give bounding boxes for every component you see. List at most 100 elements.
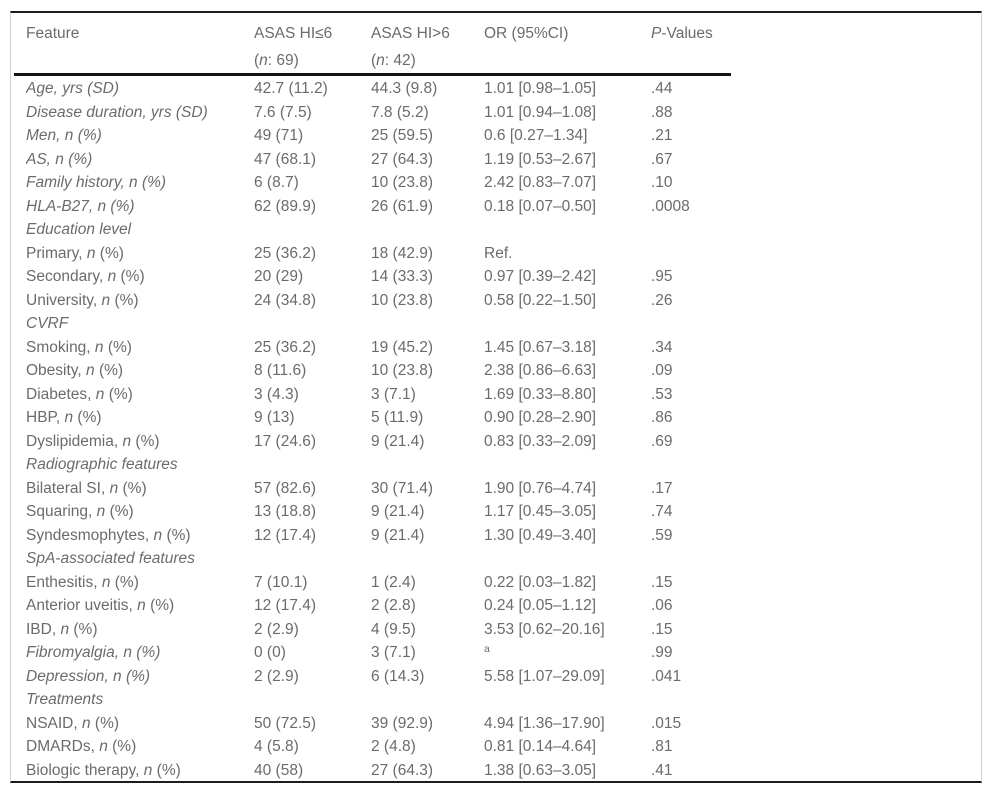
pvalue-cell: .74	[651, 503, 673, 520]
value-cell-group1: 62 (89.9)	[254, 197, 317, 215]
label-segment: n	[137, 597, 146, 614]
table-row: Anterior uveitis, n (%) 12 (17.4) 2 (2.8) 0…	[11, 594, 981, 618]
label-segment: (%)	[145, 597, 175, 614]
value-cell-group1: 13 (18.8)	[254, 503, 317, 520]
pvalue-cell: .34	[651, 338, 673, 356]
table-row: HLA-B27, n (%) 62 (89.9) 26 (61.9) 0.18 [0.…	[11, 195, 981, 219]
footnote-marker: a	[484, 643, 490, 655]
label-segment: (%)	[162, 526, 191, 544]
label-segment: ASAS HI>6	[371, 25, 450, 42]
pvalue-cell	[651, 547, 981, 571]
pvalue-cell: .86	[651, 409, 673, 426]
value-cell-group1	[254, 547, 371, 571]
or-cell	[484, 688, 651, 712]
value-cell-group2: 9 (21.4)	[371, 526, 425, 544]
feature-cell: Depression, n (%)	[26, 665, 254, 689]
table-row: Squaring, n (%) 13 (18.8) 9 (21.4) 1.17 [0.…	[11, 500, 981, 524]
value-cell-group1	[254, 218, 371, 242]
feature-cell: Education level	[26, 218, 254, 242]
feature-cell: HBP, n (%)	[26, 406, 254, 430]
pvalue-cell: .59	[651, 526, 673, 544]
value-cell-group1: 25 (36.2)	[254, 244, 317, 262]
or-cell: 0.97 [0.39–2.42]	[484, 268, 597, 285]
value-cell-group2: 6 (14.3)	[371, 667, 425, 685]
label-segment: Smoking,	[26, 338, 95, 356]
value-cell-group2: 27 (64.3)	[371, 150, 434, 168]
or-cell: 4.94 [1.36–17.90]	[484, 714, 605, 732]
label-segment: (%)	[116, 268, 145, 285]
value-cell-group1: 25 (36.2)	[254, 338, 317, 356]
label-segment: NSAID,	[26, 714, 82, 732]
or-cell: 3.53 [0.62–20.16]	[484, 620, 605, 638]
or-cell: 1.69 [0.33–8.80]	[484, 385, 597, 403]
feature-cell: University, n (%)	[26, 289, 254, 313]
label-segment: Age, yrs (SD)	[26, 80, 120, 97]
pvalue-cell: .10	[651, 174, 673, 191]
or-cell	[484, 218, 651, 242]
feature-cell: HLA-B27, n (%)	[26, 195, 254, 219]
label-segment: Anterior uveitis,	[26, 597, 138, 614]
pvalue-cell: .44	[651, 80, 673, 97]
table-row: Depression, n (%) 2 (2.9) 6 (14.3) 5.58 [1.…	[11, 665, 981, 689]
table-row: Disease duration, yrs (SD) 7.6 (7.5) 7.8 (…	[11, 101, 981, 125]
value-cell-group1: 40 (58)	[254, 761, 304, 779]
feature-cell: SpA-associated features	[26, 547, 254, 571]
section-row: Radiographic features	[11, 453, 981, 477]
label-segment: -Values	[661, 25, 713, 42]
column-header-line1: P-Values	[651, 20, 981, 47]
value-cell-group2: 10 (23.8)	[371, 362, 434, 379]
feature-cell: DMARDs, n (%)	[26, 735, 254, 759]
label-segment: : 42)	[384, 52, 416, 69]
label-segment: (%)	[118, 479, 147, 497]
table-body: Age, yrs (SD) 42.7 (11.2) 44.3 (9.8) 1.01 […	[11, 76, 981, 782]
label-segment: P	[651, 25, 662, 42]
value-cell-group2	[371, 312, 484, 336]
feature-cell: Obesity, n (%)	[26, 359, 254, 383]
value-cell-group1: 2 (2.9)	[254, 620, 299, 638]
table-row: Syndesmophytes, n (%) 12 (17.4) 9 (21.4) 1.…	[11, 524, 981, 548]
or-cell: 1.30 [0.49–3.40]	[484, 526, 597, 544]
feature-cell: Smoking, n (%)	[26, 336, 254, 360]
value-cell-group2	[371, 453, 484, 477]
value-cell-group1: 57 (82.6)	[254, 479, 317, 497]
pvalue-cell: .41	[651, 761, 673, 779]
label-segment: Depression, n (%)	[26, 667, 151, 685]
label-segment: (%)	[90, 714, 120, 732]
label-segment: Biologic therapy,	[26, 761, 144, 779]
label-segment: (%)	[73, 409, 102, 426]
pvalue-cell	[651, 453, 981, 477]
feature-cell: Syndesmophytes, n (%)	[26, 524, 254, 548]
label-segment: n	[96, 503, 106, 520]
column-header-line2	[26, 47, 254, 73]
pvalue-cell: .67	[651, 150, 673, 168]
or-cell: Ref.	[484, 244, 513, 262]
feature-cell: Treatments	[26, 688, 254, 712]
table-row: Dyslipidemia, n (%) 17 (24.6) 9 (21.4) 0.83…	[11, 430, 981, 454]
value-cell-group2	[371, 218, 484, 242]
label-segment: Disease duration, yrs (SD)	[26, 103, 208, 121]
or-cell: 0.6 [0.27–1.34]	[484, 127, 588, 144]
feature-cell: Anterior uveitis, n (%)	[26, 594, 254, 618]
column-header-line2: (n: 69)	[254, 47, 371, 73]
table-row: Enthesitis, n (%) 7 (10.1) 1 (2.4) 0.22 [0.…	[11, 571, 981, 595]
table-row: Family history, n (%) 6 (8.7) 10 (23.8) 2.4…	[11, 171, 981, 195]
pvalue-cell: .95	[651, 268, 673, 285]
label-segment: (%)	[105, 503, 134, 520]
table-row: Biologic therapy, n (%) 40 (58) 27 (64.3) 1…	[11, 759, 981, 783]
label-segment: n	[101, 573, 111, 591]
or-cell: 1.45 [0.67–3.18]	[484, 338, 597, 356]
or-cell	[484, 312, 651, 336]
value-cell-group2: 10 (23.8)	[371, 174, 434, 191]
column-header-feature: Feature	[26, 20, 254, 73]
value-cell-group2: 39 (92.9)	[371, 714, 434, 732]
table-row: IBD, n (%) 2 (2.9) 4 (9.5) 3.53 [0.62–20.16…	[11, 618, 981, 642]
or-cell: 1.90 [0.76–4.74]	[484, 479, 597, 497]
label-segment: Secondary,	[26, 268, 108, 285]
or-cell: 1.17 [0.45–3.05]	[484, 503, 597, 520]
value-cell-group2: 30 (71.4)	[371, 479, 434, 497]
feature-cell: Primary, n (%)	[26, 242, 254, 266]
pvalue-cell: .21	[651, 127, 673, 144]
pvalue-cell: .015	[651, 714, 682, 732]
pvalue-cell: .99	[651, 644, 673, 661]
value-cell-group2: 25 (59.5)	[371, 127, 434, 144]
